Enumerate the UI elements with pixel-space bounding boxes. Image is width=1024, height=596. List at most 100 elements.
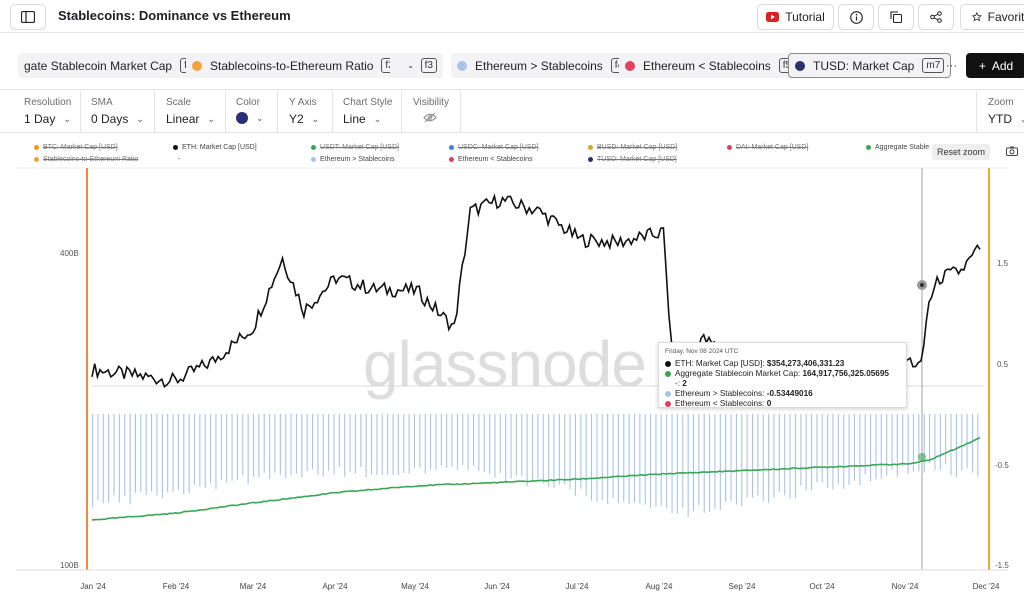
tutorial-button[interactable]: Tutorial	[757, 4, 834, 30]
metric-chip-tusd[interactable]: TUSD: Market Cap m7	[788, 53, 952, 78]
legend-item-busd[interactable]: BUSD: Market Cap [USD]	[588, 144, 677, 151]
chart-style-control[interactable]: Chart Style Line ⌄	[343, 97, 392, 126]
sma-control[interactable]: SMA 0 Days ⌄	[91, 97, 144, 126]
scale-control[interactable]: Scale Linear ⌄	[166, 97, 215, 126]
copy-button[interactable]	[878, 4, 914, 30]
legend-item-eth-lt[interactable]: Ethereum < Stablecoins	[449, 156, 533, 163]
legend-item-btc[interactable]: BTC: Market Cap [USD]	[34, 144, 118, 151]
chart-controls: Resolution 1 Day ⌄ SMA 0 Days ⌄ Scale Line…	[0, 91, 1024, 133]
metric-chip-label: Ethereum < Stablecoins	[643, 58, 771, 73]
eth-gt-stables-bar	[548, 414, 550, 487]
legend-item-ratio[interactable]: Stablecoins-to-Ethereum Ratio	[34, 156, 138, 163]
yaxis-control[interactable]: Y Axis Y2 ⌄	[289, 97, 319, 126]
chart-style-label: Chart Style	[343, 97, 393, 108]
scale-value: Linear	[166, 112, 200, 126]
eth-gt-stables-bar	[950, 414, 952, 476]
legend-item-dai[interactable]: DAI: Market Cap [USD]	[727, 144, 808, 151]
add-label: Add	[991, 58, 1014, 73]
eth-gt-stables-bar	[515, 414, 517, 476]
eth-gt-stables-bar	[918, 414, 920, 472]
camera-icon[interactable]	[1006, 146, 1018, 156]
zoom-control[interactable]: Zoom YTD ⌄	[988, 97, 1024, 126]
eth-gt-stables-bar	[274, 414, 276, 473]
eth-gt-stables-bar	[972, 414, 974, 473]
eth-gt-stables-bar	[907, 414, 909, 474]
share-button[interactable]	[918, 4, 954, 30]
eth-gt-stables-bar	[805, 414, 807, 491]
divider	[401, 91, 402, 133]
chevron-down-icon: ⌄	[207, 113, 215, 124]
reset-zoom-button[interactable]: Reset zoom	[932, 144, 990, 160]
metric-chip-eth-lt-stables[interactable]: Ethereum < Stablecoins f5	[619, 53, 802, 78]
hover-marker-green	[918, 453, 926, 461]
resolution-value: 1 Day	[24, 112, 56, 126]
resolution-control[interactable]: Resolution 1 Day ⌄	[24, 97, 71, 126]
eth-gt-stables-bar	[446, 414, 448, 468]
eth-gt-stables-bar	[569, 414, 571, 489]
eth-gt-stables-bar	[666, 414, 668, 509]
visibility-control[interactable]: Visibility	[413, 97, 449, 123]
eth-gt-stables-bar	[381, 414, 383, 476]
metric-chip-aggregate-stablecoin[interactable]: gate Stablecoin Market Cap f1	[18, 53, 203, 78]
eth-gt-stables-bar	[945, 414, 947, 465]
eth-gt-stables-bar	[773, 414, 775, 498]
eth-gt-stables-bar	[279, 414, 281, 475]
eth-gt-stables-bar	[687, 414, 689, 518]
eth-gt-stables-bar	[521, 414, 523, 477]
eth-gt-stables-bar	[312, 414, 314, 469]
metric-chip-ratio[interactable]: Stablecoins-to-Ethereum Ratio f2	[186, 53, 404, 78]
eth-gt-stables-bar	[161, 414, 163, 499]
share-icon	[930, 11, 942, 23]
eth-gt-stables-bar	[349, 414, 351, 472]
tooltip-row: -: 2	[665, 379, 900, 389]
legend-label: -	[178, 156, 181, 163]
eth-gt-stables-bar	[558, 414, 560, 485]
eth-gt-stables-bar	[574, 414, 576, 496]
color-control[interactable]: Color ⌄	[236, 97, 264, 124]
eth-gt-stables-bar	[580, 414, 582, 489]
metric-chip-label: TUSD: Market Cap	[813, 58, 915, 73]
eth-gt-stables-bar	[875, 414, 877, 480]
eth-gt-stables-bar	[811, 414, 813, 490]
tooltip-row: Ethereum < Stablecoins: 0	[665, 399, 900, 409]
eth-gt-stables-bar	[929, 414, 931, 463]
legend-item-usdc[interactable]: USDC: Market Cap [USD]	[449, 144, 539, 151]
legend-item-eth-gt[interactable]: Ethereum > Stablecoins	[311, 156, 395, 163]
eth-gt-stables-bar	[322, 414, 324, 477]
legend-item-aggregate[interactable]: Aggregate Stable	[866, 144, 929, 151]
metric-chip-label: Stablecoins-to-Ethereum Ratio	[210, 58, 374, 73]
legend-item-usdt[interactable]: USDT: Market Cap [USD]	[311, 144, 399, 151]
add-metric-button[interactable]: + Add	[966, 53, 1024, 78]
eth-gt-stables-bar	[451, 414, 453, 467]
divider	[976, 91, 977, 133]
tooltip-value: 164,917,756,325.05695	[802, 369, 889, 378]
eth-gt-stables-bar	[360, 414, 362, 467]
eth-gt-stables-bar	[821, 414, 823, 483]
info-button[interactable]	[838, 4, 874, 30]
legend-item-dash[interactable]: -	[178, 156, 180, 163]
legend-item-eth[interactable]: ETH: Market Cap [USD]	[173, 144, 257, 151]
chart-style-value: Line	[343, 112, 366, 126]
eth-gt-stables-bar	[392, 414, 394, 476]
eth-gt-stables-bar	[301, 414, 303, 478]
x-tick: Nov '24	[891, 582, 919, 591]
eth-gt-stables-bar	[671, 414, 673, 514]
eth-gt-stables-bar	[430, 414, 432, 470]
metric-chip-eth-gt-stables[interactable]: Ethereum > Stablecoins f4	[451, 53, 634, 78]
sidebar-icon	[21, 11, 35, 23]
favorite-button[interactable]: Favorite	[960, 4, 1024, 30]
eth-gt-stables-bar	[832, 414, 834, 490]
legend-label: Ethereum < Stablecoins	[458, 156, 533, 163]
more-metrics-button[interactable]: ···	[946, 59, 957, 72]
light-blue-dot-icon	[457, 60, 467, 71]
metric-chip-dash[interactable]: - f3	[390, 53, 443, 78]
eth-gt-stables-bars	[92, 414, 979, 518]
legend-item-tusd[interactable]: TUSD: Market Cap [USD]	[588, 156, 677, 163]
sidebar-toggle-button[interactable]	[10, 4, 46, 30]
eth-gt-stables-bar	[912, 414, 914, 472]
navy-dot-icon	[795, 60, 805, 71]
eth-gt-stables-bar	[510, 414, 512, 479]
tooltip-value: -0.53449016	[766, 389, 813, 398]
eth-gt-stables-bar	[961, 414, 963, 471]
sma-label: SMA	[91, 97, 113, 108]
